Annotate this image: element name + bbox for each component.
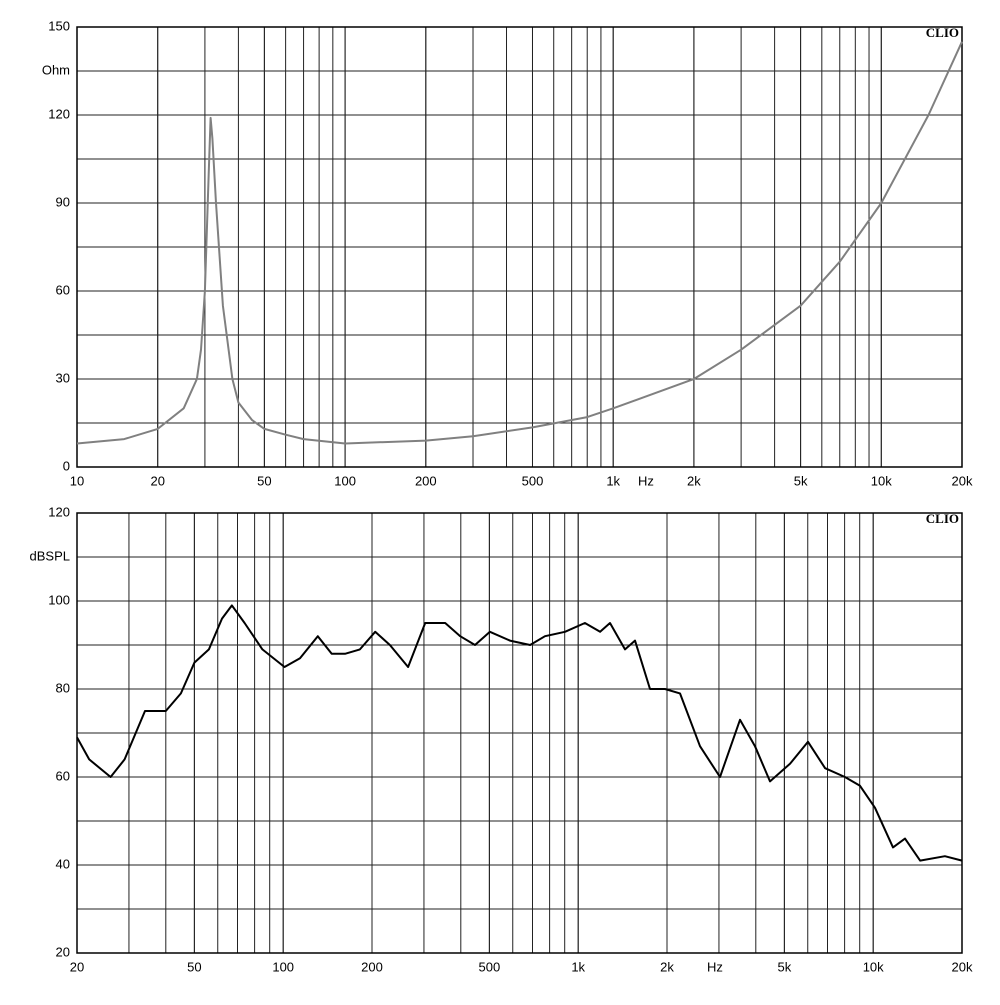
x-tick-label: 10: [70, 473, 84, 488]
x-tick-label: 100: [272, 959, 294, 974]
x-tick-label: 200: [415, 473, 437, 488]
x-tick-label: 5k: [778, 959, 792, 974]
data-line: [76, 41, 963, 445]
x-tick-label: 100: [334, 473, 356, 488]
x-axis-label: Hz: [638, 473, 654, 488]
y-tick-label: 20: [56, 944, 70, 959]
plot-frame: [76, 26, 963, 468]
x-axis-label: Hz: [707, 959, 723, 974]
x-tick-label: 500: [479, 959, 501, 974]
impedance-chart: Ohm Hz CLIO 0 30 60 90 120 150 10 20 50 100 200 500…: [42, 18, 973, 488]
y-tick-label: 30: [56, 370, 70, 385]
x-tick-label: 1k: [606, 473, 620, 488]
y-tick-label: 90: [56, 194, 70, 209]
x-tick-label: 20k: [952, 473, 973, 488]
y-tick-label: 40: [56, 856, 70, 871]
annotation: CLIO: [926, 25, 959, 40]
y-tick-label: 0: [63, 458, 70, 473]
x-tick-label: 2k: [687, 473, 701, 488]
x-tick-label: 200: [361, 959, 383, 974]
annotation: CLIO: [926, 511, 959, 526]
plot-frame: [76, 512, 963, 954]
x-tick-label: 2k: [660, 959, 674, 974]
y-tick-label: 60: [56, 282, 70, 297]
y-tick-label: 80: [56, 680, 70, 695]
x-tick-label: 10k: [863, 959, 884, 974]
y-axis-label: dBSPL: [30, 548, 70, 563]
y-tick-label: 120: [48, 504, 70, 519]
spl-chart: dBSPL Hz CLIO 20 40 60 80 100 120 20 50 100 200 50…: [30, 504, 973, 974]
y-axis-label: Ohm: [42, 62, 70, 77]
x-tick-label: 500: [522, 473, 544, 488]
y-tick-label: 150: [48, 18, 70, 33]
x-tick-label: 50: [187, 959, 201, 974]
x-tick-label: 20: [70, 959, 84, 974]
y-tick-label: 100: [48, 592, 70, 607]
x-tick-label: 10k: [871, 473, 892, 488]
x-tick-label: 20: [150, 473, 164, 488]
y-tick-label: 120: [48, 106, 70, 121]
x-tick-label: 50: [257, 473, 271, 488]
x-tick-label: 1k: [571, 959, 585, 974]
data-line: [76, 604, 963, 862]
y-tick-label: 60: [56, 768, 70, 783]
x-tick-label: 5k: [794, 473, 808, 488]
x-tick-label: 20k: [952, 959, 973, 974]
